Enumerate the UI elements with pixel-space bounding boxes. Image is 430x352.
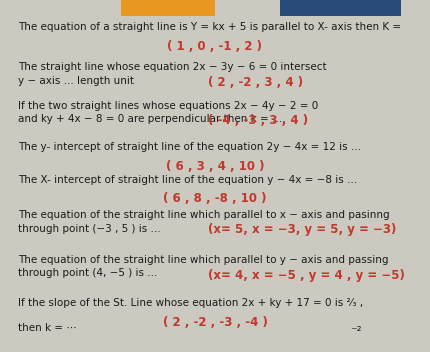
Text: (x= 5, x = −3, y = 5, y = −3): (x= 5, x = −3, y = 5, y = −3) (208, 224, 396, 237)
Text: If the two straight lines whose equations 2x − 4y − 2 = 0: If the two straight lines whose equation… (18, 101, 317, 111)
Text: The X- intercept of straight line of the equation y − 4x = −8 is ...: The X- intercept of straight line of the… (18, 175, 356, 185)
Bar (280, 0, 400, 16)
Text: ( 2 , -2 , 3 , 4 ): ( 2 , -2 , 3 , 4 ) (208, 75, 302, 88)
Text: through point (4, −5 ) is ...: through point (4, −5 ) is ... (18, 269, 157, 278)
Text: ( -4 , -3 , 3 , 4 ): ( -4 , -3 , 3 , 4 ) (208, 114, 307, 127)
Text: ⁻²: ⁻² (349, 325, 361, 338)
Text: If the slope of the St. Line whose equation 2x + ky + 17 = 0 is ²⁄₃ ,: If the slope of the St. Line whose equat… (18, 298, 362, 308)
Text: The equation of the straight line which parallel to x − axis and pasinng: The equation of the straight line which … (18, 210, 389, 220)
Text: through point (−3 , 5 ) is ...: through point (−3 , 5 ) is ... (18, 224, 160, 233)
Text: and ky + 4x − 8 = 0 are perpendicular then k = ….: and ky + 4x − 8 = 0 are perpendicular th… (18, 114, 285, 125)
Text: (x= 4, x = −5 , y = 4 , y = −5): (x= 4, x = −5 , y = 4 , y = −5) (208, 269, 404, 282)
Bar (120, 0, 215, 16)
Text: The equation of a straight line is Y = kx + 5 is parallel to X- axis then K =: The equation of a straight line is Y = k… (18, 22, 400, 32)
Text: ( 1 , 0 , -1 , 2 ): ( 1 , 0 , -1 , 2 ) (167, 39, 262, 52)
Text: ( 2 , -2 , -3 , -4 ): ( 2 , -2 , -3 , -4 ) (162, 315, 267, 328)
Text: then k = ⋯: then k = ⋯ (18, 323, 77, 333)
Text: y − axis ... length unit: y − axis ... length unit (18, 75, 134, 86)
Text: The y- intercept of straight line of the equation 2y − 4x = 12 is ...: The y- intercept of straight line of the… (18, 142, 360, 152)
Text: The straight line whose equation 2x − 3y − 6 = 0 intersect: The straight line whose equation 2x − 3y… (18, 62, 326, 72)
Text: ( 6 , 3 , 4 , 10 ): ( 6 , 3 , 4 , 10 ) (166, 159, 264, 172)
Text: ( 6 , 8 , -8 , 10 ): ( 6 , 8 , -8 , 10 ) (163, 193, 266, 206)
Text: The equation of the straight line which parallel to y − axis and passing: The equation of the straight line which … (18, 255, 387, 265)
